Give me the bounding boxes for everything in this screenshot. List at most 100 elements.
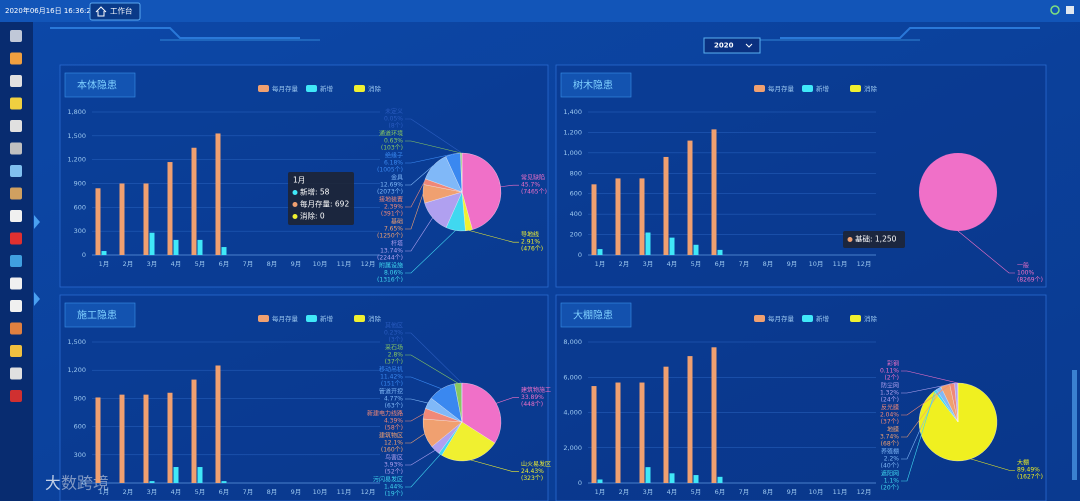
y-tick-label: 6,000 [563, 373, 582, 381]
tooltip-line: 新增: 58 [300, 187, 330, 197]
bar [687, 356, 693, 483]
pie-label: 污闪易发区 [373, 476, 403, 484]
leader-line [405, 454, 441, 488]
sidebar-icon[interactable] [10, 390, 22, 402]
panel-title-box [64, 302, 136, 328]
leader-line [901, 383, 953, 416]
sidebar-icon[interactable] [10, 345, 22, 357]
leader-line [405, 140, 462, 154]
sidebar-icon[interactable] [10, 255, 22, 267]
sidebar-icon[interactable] [10, 367, 22, 380]
pie-label: 一般 [1017, 262, 1029, 270]
bar [639, 382, 645, 483]
year-select[interactable]: 2020 [703, 37, 761, 54]
year-select-value[interactable]: 2020 [714, 42, 734, 50]
bar [221, 247, 227, 255]
x-tick-label: 1月 [99, 488, 110, 496]
legend-label: 每月存量 [272, 314, 299, 323]
bar [167, 162, 173, 255]
pie-label: 通道环境 [379, 130, 403, 138]
x-tick-label: 2月 [123, 488, 134, 496]
pie-count: (1627个) [1017, 474, 1043, 481]
pie-label: 防尘网 [881, 382, 899, 390]
sidebar-icon[interactable] [10, 30, 22, 42]
y-tick-label: 800 [570, 169, 582, 177]
y-tick-label: 1,500 [67, 338, 86, 346]
pie-count: (391个) [381, 211, 403, 218]
pie-label: 反光膜 [881, 404, 899, 412]
pie-percent: 2.04% [880, 412, 899, 419]
leader-line [405, 332, 462, 384]
bar [591, 184, 597, 255]
bar [711, 129, 717, 255]
x-tick-label: 9月 [787, 488, 798, 496]
pie-count: (63个) [385, 403, 403, 410]
x-tick-label: 12月 [857, 488, 872, 496]
sidebar-icon[interactable] [10, 120, 22, 132]
leader-line [405, 118, 463, 154]
sidebar-icon[interactable] [10, 165, 22, 177]
legend-swatch [802, 85, 813, 92]
year-select-box[interactable] [703, 37, 761, 54]
pie-count: (37个) [881, 419, 899, 426]
sidebar-icon[interactable] [10, 277, 22, 290]
pie-count: (323个) [521, 475, 543, 482]
pie-count: (1316个) [377, 277, 403, 284]
panel-title: 本体隐患 [77, 79, 117, 92]
x-tick-label: 5月 [691, 260, 702, 268]
legend-label: 每月存量 [768, 84, 795, 93]
pie-label: 养殖棚 [881, 448, 899, 456]
pie-percent: 3.93% [384, 462, 403, 469]
pie-label: 彩钢 [887, 360, 899, 368]
bar [173, 467, 179, 483]
leader-line [405, 398, 428, 404]
pie-count: (37个) [385, 359, 403, 366]
pie-percent: 2.8% [388, 352, 404, 359]
legend-label: 消除 [864, 314, 878, 323]
bar [717, 476, 723, 483]
leader-line [970, 458, 1015, 471]
pie-percent: 100% [1017, 270, 1034, 277]
sidebar-icon[interactable] [10, 52, 22, 65]
pie-label: 接地装置 [379, 196, 403, 204]
pie-label: 未定义 [385, 108, 403, 116]
sidebar-icon[interactable] [10, 142, 22, 155]
fullscreen-icon[interactable] [1066, 6, 1074, 14]
bar [687, 140, 693, 255]
pie-percent: 1.32% [880, 390, 899, 397]
y-tick-label: 400 [570, 210, 582, 218]
x-tick-label: 3月 [643, 488, 654, 496]
bar [101, 251, 107, 255]
pie-percent: 33.89% [521, 394, 544, 401]
bar [119, 183, 125, 255]
sidebar-icon[interactable] [10, 97, 22, 110]
x-tick-label: 7月 [739, 488, 750, 496]
pie-percent: 11.42% [380, 374, 403, 381]
sidebar-icon[interactable] [10, 300, 22, 312]
scrollbar[interactable] [1072, 370, 1077, 480]
y-tick-label: 600 [570, 190, 582, 198]
tooltip-dot [292, 190, 298, 195]
pie-slice [919, 153, 997, 231]
leader-line [405, 450, 436, 466]
refresh-icon[interactable] [1050, 5, 1060, 15]
sidebar-icon[interactable] [10, 187, 22, 200]
tab-label[interactable]: 工作台 [110, 6, 133, 16]
legend-label: 每月存量 [768, 314, 795, 323]
sidebar-icon[interactable] [10, 322, 22, 335]
legend-swatch [354, 315, 365, 322]
pie-count: (1250个) [377, 233, 403, 240]
sidebar-icon[interactable] [10, 75, 22, 87]
y-tick-label: 300 [74, 451, 86, 459]
tab[interactable]: 工作台 [89, 2, 141, 21]
tooltip-line: 消除: 0 [300, 211, 325, 221]
sidebar-icon[interactable] [10, 210, 22, 222]
x-tick-label: 11月 [337, 488, 352, 496]
x-tick-label: 11月 [833, 260, 848, 268]
leader-line [468, 230, 519, 243]
x-tick-label: 8月 [763, 260, 774, 268]
leader-line [405, 217, 433, 252]
x-tick-label: 5月 [195, 260, 206, 268]
sidebar-icon[interactable] [10, 232, 22, 245]
